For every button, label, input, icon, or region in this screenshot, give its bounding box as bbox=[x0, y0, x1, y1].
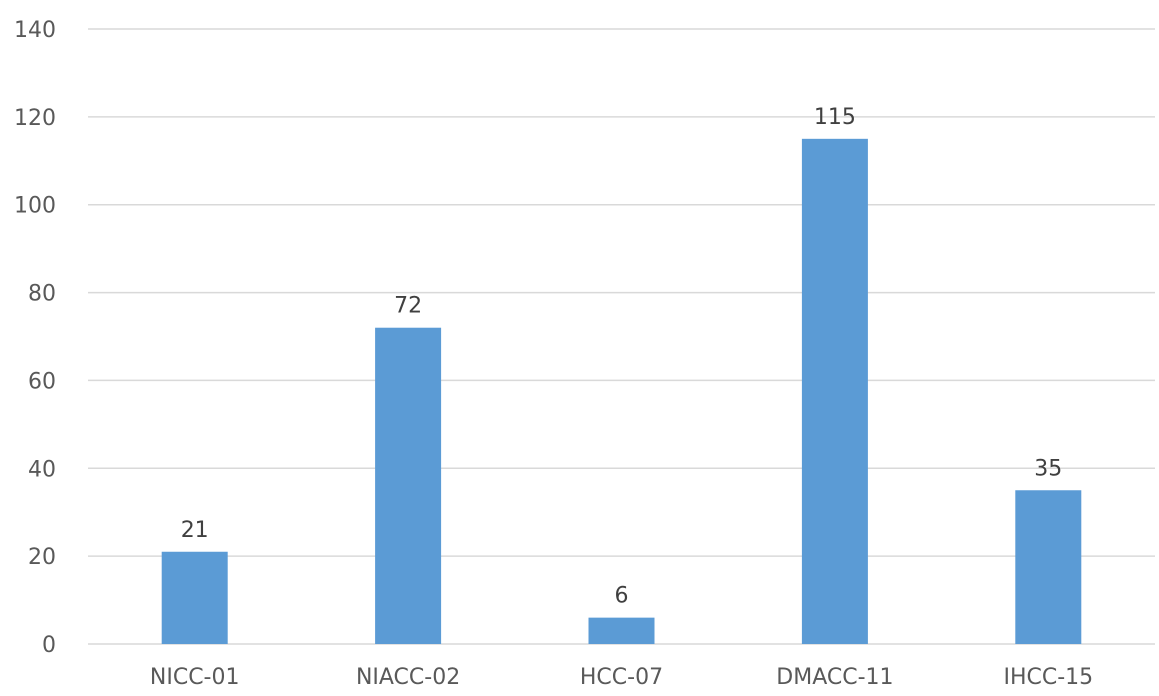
bar-nicc-01 bbox=[161, 551, 228, 644]
y-tick-label: 100 bbox=[14, 194, 56, 219]
gridlines bbox=[88, 28, 1155, 645]
x-tick-label: NIACC-02 bbox=[356, 665, 460, 690]
data-labels: 21 72 6 115 35 bbox=[181, 105, 1063, 609]
y-tick-label: 60 bbox=[28, 369, 56, 394]
bar-dmacc-11 bbox=[801, 138, 868, 645]
y-tick-label: 0 bbox=[42, 633, 56, 658]
x-tick-label: DMACC-11 bbox=[776, 665, 893, 690]
y-tick-label: 120 bbox=[14, 106, 56, 131]
y-axis-tick-labels: 0 20 40 60 80 100 120 140 bbox=[14, 18, 56, 658]
data-label: 72 bbox=[394, 294, 422, 319]
bar-hcc-07 bbox=[588, 617, 655, 644]
x-tick-label: IHCC-15 bbox=[1003, 665, 1093, 690]
x-axis-tick-labels: NICC-01 NIACC-02 HCC-07 DMACC-11 IHCC-15 bbox=[150, 665, 1093, 690]
data-label: 21 bbox=[181, 518, 209, 543]
data-label: 6 bbox=[615, 584, 629, 609]
y-tick-label: 40 bbox=[28, 457, 56, 482]
x-tick-label: HCC-07 bbox=[580, 665, 663, 690]
bar-ihcc-15 bbox=[1015, 490, 1082, 644]
bars bbox=[161, 138, 1082, 645]
bar-niacc-02 bbox=[375, 327, 442, 644]
data-label: 35 bbox=[1034, 456, 1062, 481]
y-tick-label: 140 bbox=[14, 18, 56, 43]
x-tick-label: NICC-01 bbox=[150, 665, 240, 690]
y-tick-label: 80 bbox=[28, 282, 56, 307]
data-label: 115 bbox=[814, 105, 856, 130]
y-tick-label: 20 bbox=[28, 545, 56, 570]
